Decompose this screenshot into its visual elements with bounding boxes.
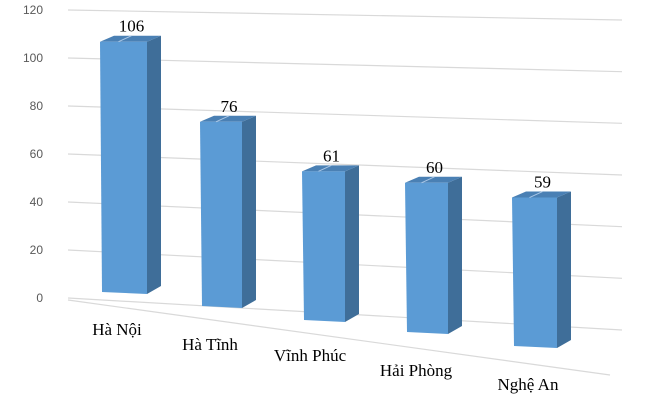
y-tick-label: 60	[30, 147, 44, 161]
x-axis-labels: Hà Nội Hà Tĩnh Vĩnh Phúc Hải Phòng Nghệ An	[92, 320, 559, 394]
y-tick-label: 100	[23, 51, 43, 65]
y-tick-label: 20	[30, 243, 44, 257]
y-tick-label: 0	[36, 291, 43, 305]
data-label: 61	[323, 146, 340, 165]
category-label: Nghệ An	[498, 375, 559, 394]
data-label: 59	[534, 173, 551, 192]
data-label: 60	[426, 158, 443, 177]
y-tick-label: 120	[23, 3, 43, 17]
bar	[302, 164, 359, 322]
category-label: Hà Tĩnh	[182, 335, 238, 354]
data-label: 106	[119, 17, 145, 36]
floor-edge	[67, 299, 611, 376]
bar	[512, 191, 571, 348]
gridline	[67, 9, 623, 21]
category-label: Hà Nội	[92, 320, 142, 339]
y-axis-ticks: 0 20 40 60 80 100 120	[23, 3, 43, 305]
bars	[100, 35, 571, 348]
y-tick-label: 80	[30, 99, 44, 113]
data-labels: 106 76 61 60 59	[119, 17, 551, 192]
bar	[405, 176, 462, 334]
bar	[100, 35, 161, 294]
bar	[200, 115, 256, 308]
category-label: Vĩnh Phúc	[274, 346, 347, 365]
category-label: Hải Phòng	[380, 361, 453, 380]
data-label: 76	[221, 97, 238, 116]
y-tick-label: 40	[30, 195, 44, 209]
